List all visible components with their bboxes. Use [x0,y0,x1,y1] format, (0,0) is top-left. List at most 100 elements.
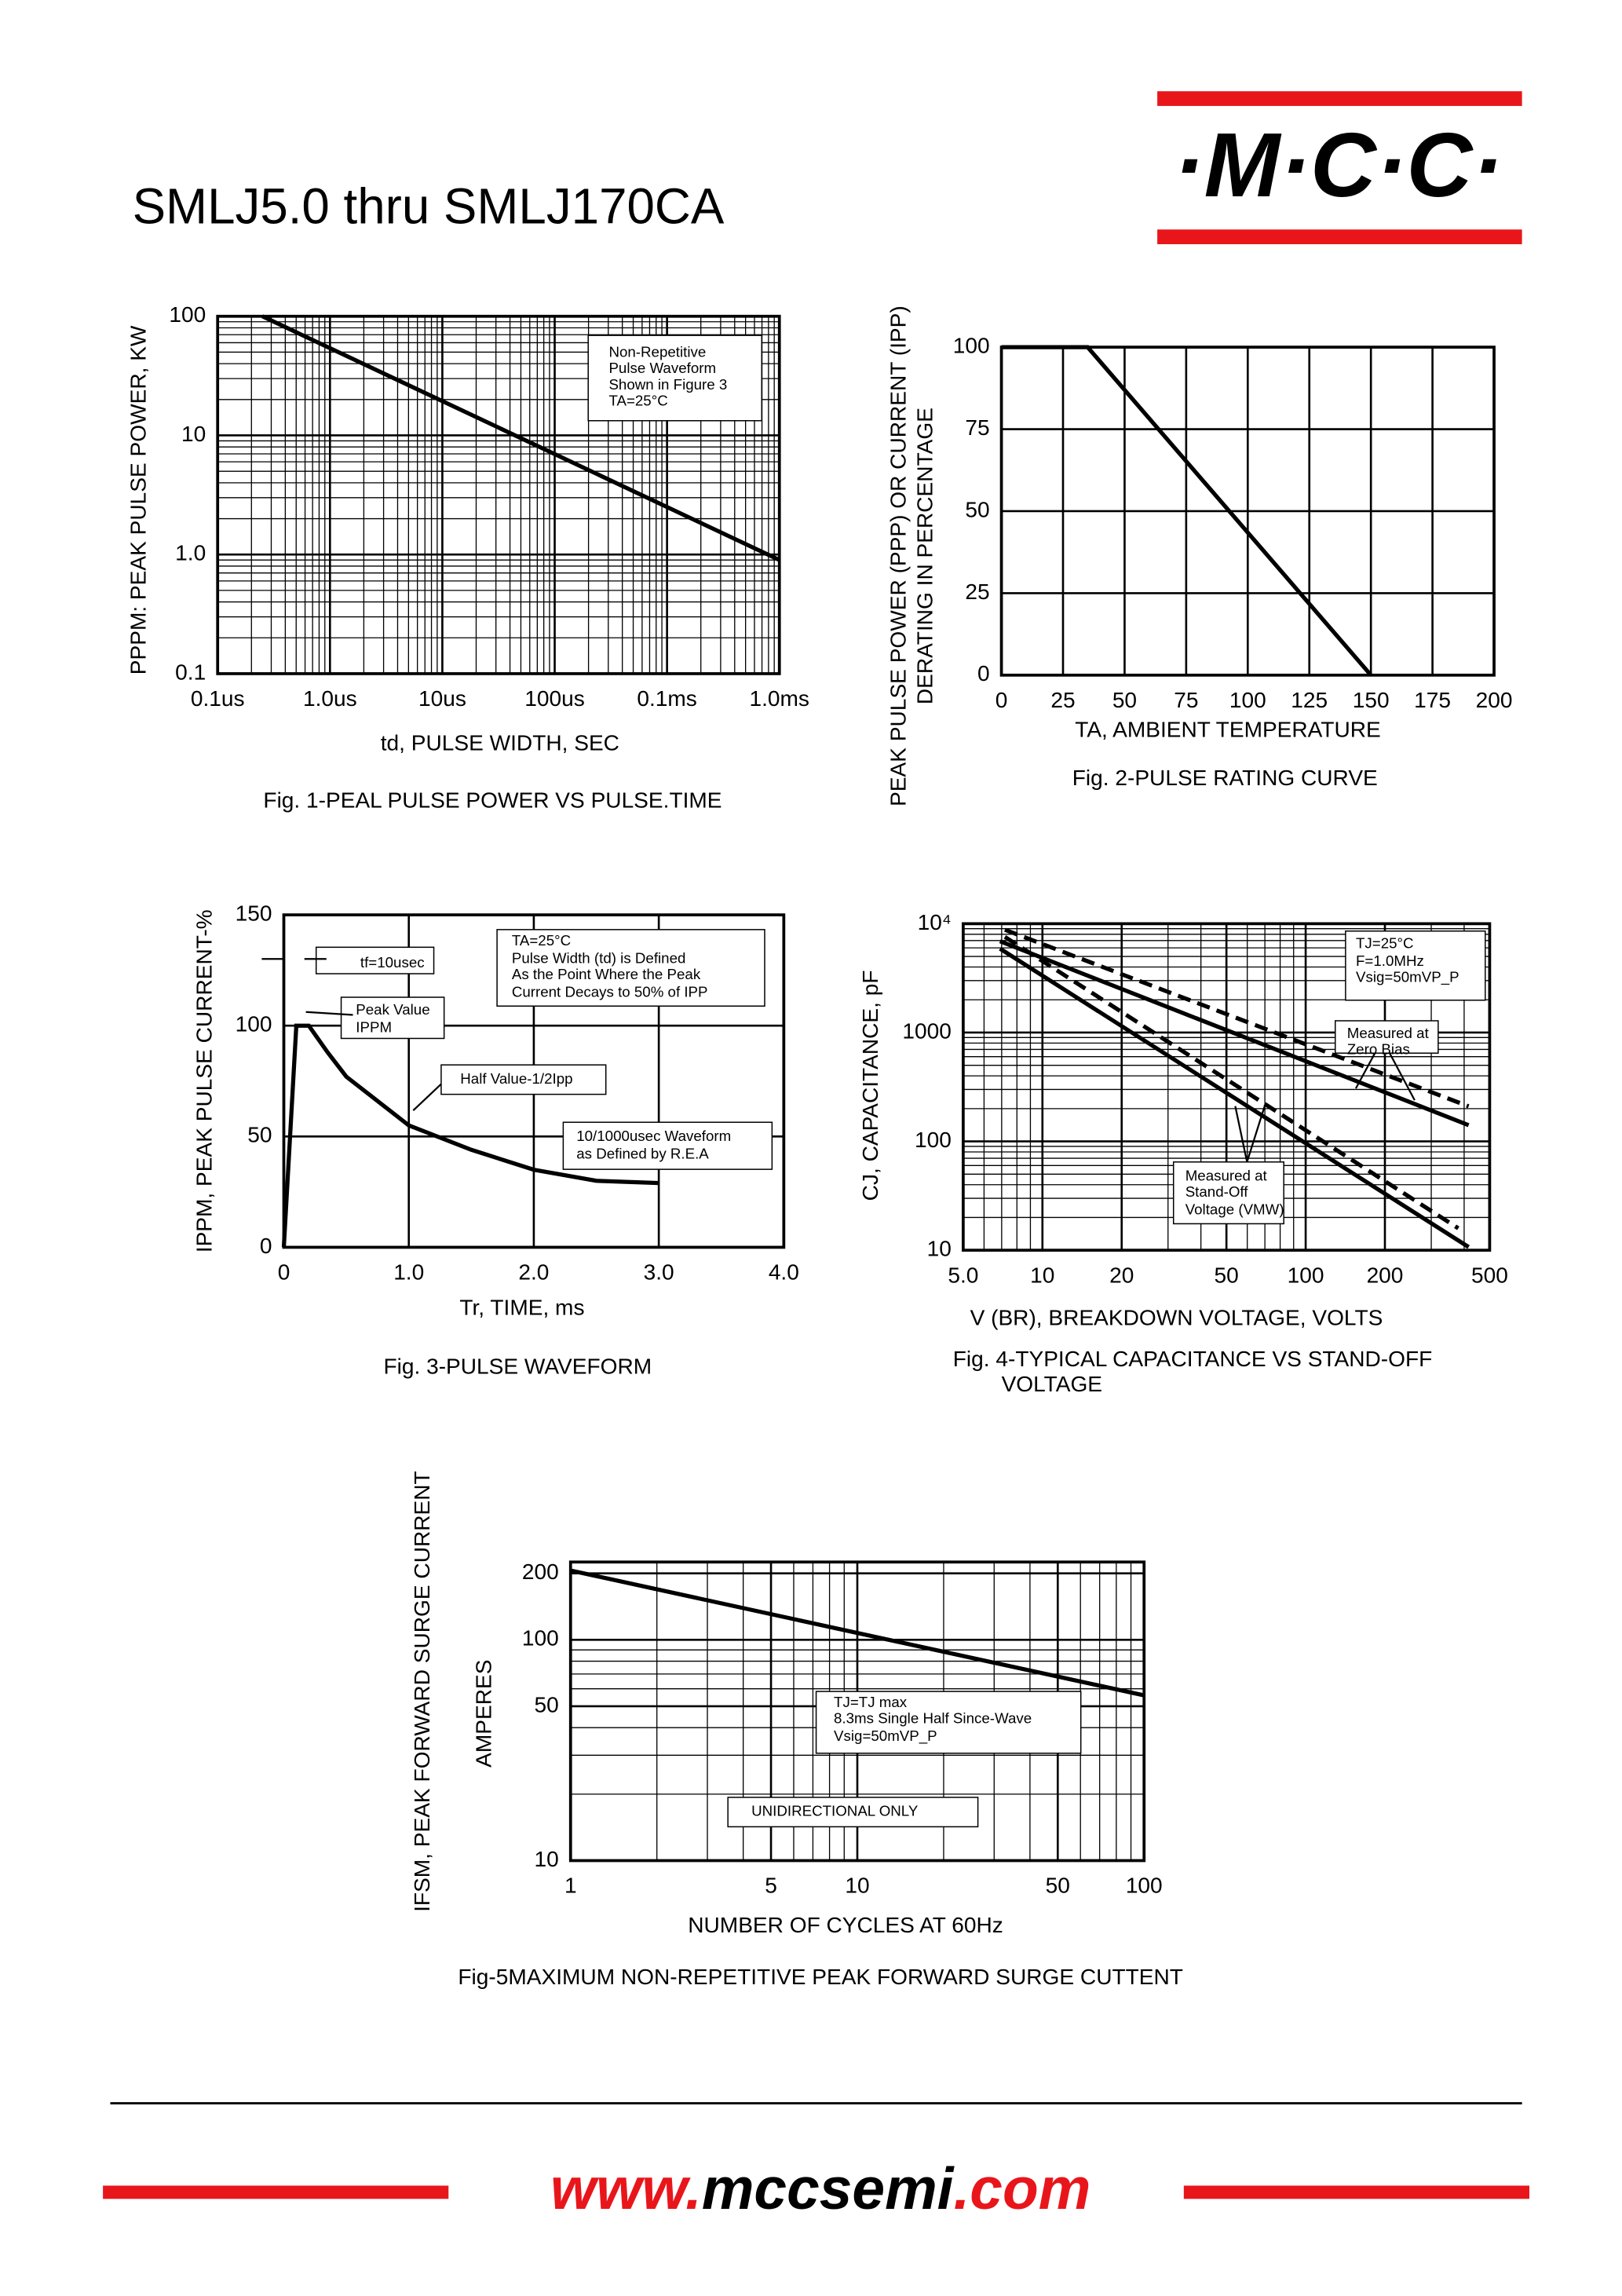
series-line [281,1023,659,1248]
annotation-box [1345,930,1486,1001]
x-tick-label: 1 [564,1874,577,1898]
annotation-arrow [1354,1052,1376,1089]
x-tick-label: 1.0 [393,1260,424,1285]
x-tick-label: 200 [1367,1263,1404,1287]
annotation: TA=25°C [608,392,667,408]
x-tick-label: 4.0 [769,1260,799,1285]
x-tick-label: 10us [418,686,466,711]
x-tick-label: 100us [524,686,585,711]
series-line [999,939,1470,1128]
y-tick-label: 0 [260,1234,272,1258]
y-axis-label: DERATING IN PERCENTAGE [912,408,937,704]
x-tick-label: 0.1us [191,686,245,711]
annotation: Pulse Width (td) is Defined [512,949,686,966]
url-part: mccsemi [702,2155,955,2221]
page-title: SMLJ5.0 thru SMLJ170CA [133,179,725,235]
y-tick-label: 100 [236,1012,272,1036]
x-tick-label: 2.0 [518,1260,549,1285]
annotation-arrow [1246,1106,1266,1163]
annotation: 8.3ms Single Half Since-Wave [834,1710,1032,1727]
y-tick-label: 0 [977,661,990,686]
x-tick-label: 150 [1353,688,1390,712]
y-tick-label: 25 [965,579,989,604]
x-tick-label: 1.0ms [749,686,809,711]
logo: ·M·C·C· [1174,114,1503,216]
url-part: .com [953,2155,1090,2221]
y-tick-label: 75 [965,415,989,440]
annotation: as Defined by R.E.A [576,1145,709,1161]
annotation: Vsig=50mVP_P [1356,969,1459,986]
footer-bar [1183,2185,1529,2199]
chart-caption: Fig-5MAXIMUM NON-REPETITIVE PEAK FORWARD… [458,1965,1183,1989]
chart-caption: VOLTAGE [1002,1372,1102,1396]
x-tick-label: 75 [1174,688,1198,712]
url-part: www. [550,2155,702,2221]
annotation: tf=10usec [360,954,425,971]
annotation: Current Decays to 50% of IPP [512,983,708,1000]
annotation-box [440,1064,607,1095]
x-tick-label: 50 [1215,1263,1239,1287]
chart-caption: Fig. 1-PEAL PULSE POWER VS PULSE.TIME [263,788,721,812]
series-line [570,1568,1145,1698]
y-tick-label: 50 [247,1123,272,1147]
x-tick-label: 50 [1112,688,1137,712]
x-axis-label: TA, AMBIENT TEMPERATURE [1075,717,1381,741]
x-tick-label: 200 [1476,688,1513,712]
footer-url: www.mccsemi.com [550,2155,1090,2221]
annotation-arrow [1234,1106,1248,1163]
y-tick-label: 10 [181,422,206,446]
annotation: Shown in Figure 3 [608,376,727,393]
y-tick-label: 0.1 [175,660,206,684]
x-tick-label: 100 [1126,1874,1163,1898]
annotation: TJ=25°C [1356,935,1414,952]
chart-caption: Fig. 4-TYPICAL CAPACITANCE VS STAND-OFF [953,1347,1433,1371]
annotation: Zero Bias [1347,1040,1410,1057]
annotation: Stand-Off [1185,1183,1249,1200]
annotation: Peak Value [356,1001,429,1018]
x-axis-label: td, PULSE WIDTH, SEC [381,730,619,755]
plot-border [216,314,781,675]
x-axis-label: NUMBER OF CYCLES AT 60Hz [688,1913,1003,1937]
annotation-box [315,946,435,974]
annotation-box [496,929,765,1007]
series-line [1004,927,1470,1109]
x-tick-label: 0.1ms [637,686,696,711]
logo-bar [1157,91,1522,106]
annotation-arrow [1389,1052,1416,1101]
y-tick-label: 100 [169,302,206,327]
y-tick-label: 100 [522,1626,559,1651]
annotation: UNIDIRECTIONAL ONLY [751,1803,919,1819]
annotation-box [815,1691,1082,1754]
footer-bar [103,2185,449,2199]
annotation: F=1.0MHz [1356,952,1424,969]
annotation: Pulse Waveform [608,360,716,376]
annotation: Measured at [1347,1025,1430,1041]
x-axis-label: Tr, TIME, ms [459,1296,584,1320]
chart-caption: Fig. 2-PULSE RATING CURVE [1072,766,1378,790]
x-tick-label: 0 [278,1260,290,1285]
x-tick-label: 100 [1288,1263,1324,1287]
y-tick-label: 100 [915,1128,952,1152]
y-tick-label: 1.0 [175,541,206,565]
plot-border [282,913,786,1249]
annotation-arrow [305,1011,353,1016]
annotation: Voltage (VMW) [1185,1201,1284,1218]
x-tick-label: 10 [845,1874,869,1898]
annotation-box [1172,1161,1284,1225]
annotation-box [1335,1020,1439,1054]
y-tick-label: 1000 [902,1018,951,1043]
logo-bar [1157,229,1522,244]
y-tick-label: 50 [965,497,989,521]
y-axis-label: AMPERES [472,1660,496,1768]
plot-border [961,922,1492,1252]
annotation-box [340,996,445,1040]
y-axis-label: IPPM, PEAK PULSE CURRENT-% [192,909,217,1252]
series-line [261,314,780,562]
annotation: Half Value-1/2Ipp [460,1070,572,1087]
x-tick-label: 5 [765,1874,777,1898]
annotation: IPPM [356,1018,392,1035]
annotation-box [562,1121,773,1170]
annotation: TA=25°C [512,932,571,949]
